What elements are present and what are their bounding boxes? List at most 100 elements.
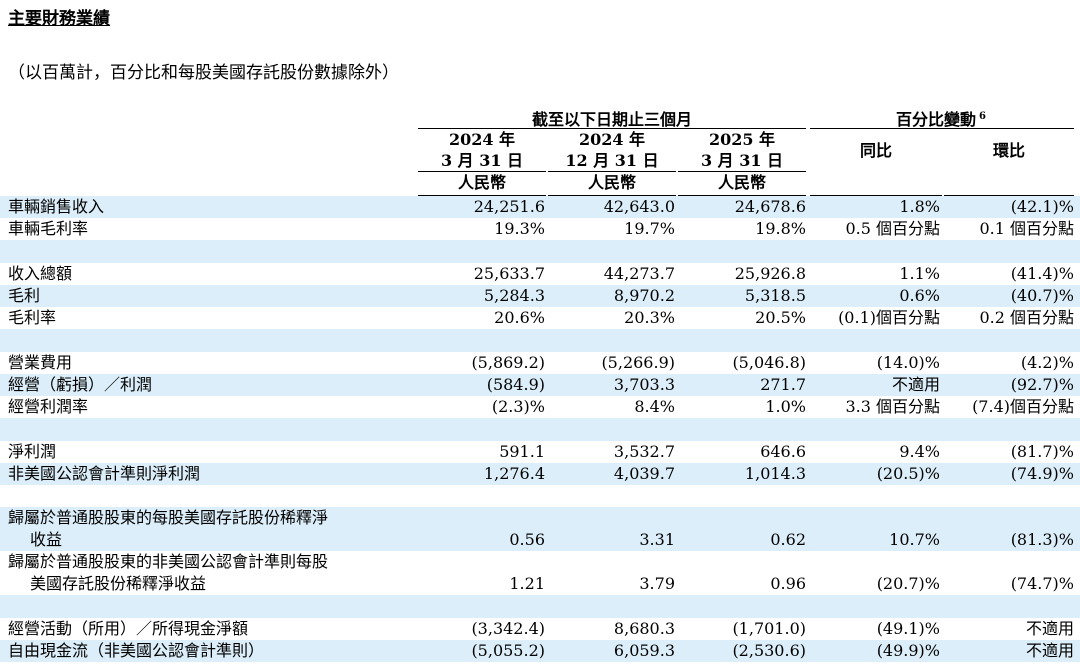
value-q1-2024: 5,284.3 xyxy=(483,286,545,305)
value-q1-2024: 591.1 xyxy=(499,442,545,461)
value-yoy: (49.1)% xyxy=(876,619,940,638)
value-q4-2024: 3,532.7 xyxy=(613,442,675,461)
row-label: 車輛毛利率 xyxy=(8,219,89,238)
row-label: 營業費用 xyxy=(8,353,73,372)
value-q4-2024: 8,970.2 xyxy=(613,286,675,305)
value-qoq: (74.7)% xyxy=(1010,574,1074,593)
value-qoq: (92.7)% xyxy=(1010,375,1074,394)
row-label: 自由現金流（非美國公認會計準則） xyxy=(8,641,265,660)
spacer-row xyxy=(0,485,1080,507)
column-year: 2024 年 xyxy=(448,130,516,149)
table-subtitle: （以百萬計，百分比和每股美國存託股份數據除外） xyxy=(8,63,399,83)
column-header-q1-2024: 2024 年 3 月 31 日 xyxy=(418,129,546,171)
header-rule xyxy=(810,195,942,196)
value-q1-2024: 19.3% xyxy=(494,219,545,238)
period-group-header: 截至以下日期止三個月 xyxy=(531,110,692,129)
value-q4-2024: 8,680.3 xyxy=(613,619,675,638)
table-row-operating-income: 經營（虧損）／利潤 (584.9) 3,703.3 271.7 不適用 (92.… xyxy=(0,374,1080,396)
value-q4-2024: 8.4% xyxy=(634,397,675,416)
value-yoy: 9.4% xyxy=(899,442,940,461)
row-label: 毛利 xyxy=(8,286,41,305)
value-qoq: 0.2 個百分點 xyxy=(979,308,1074,327)
value-yoy: (14.0)% xyxy=(876,353,940,372)
column-header-q4-2024: 2024 年 12 月 31 日 xyxy=(548,129,676,171)
value-qoq: 0.1 個百分點 xyxy=(979,219,1074,238)
table-row-non-gaap-diluted-eps-ads: 歸屬於普通股股東的非美國公認會計準則每股 美國存託股份稀釋淨收益 1.21 3.… xyxy=(0,551,1080,595)
footnote-marker: 6 xyxy=(979,110,986,122)
table-row-total-revenue: 收入總額 25,633.7 44,273.7 25,926.8 1.1% (41… xyxy=(0,263,1080,285)
table-row-operating-expenses: 營業費用 (5,869.2) (5,266.9) (5,046.8) (14.0… xyxy=(0,352,1080,374)
value-qoq: (41.4)% xyxy=(1010,264,1074,283)
row-label: 經營利潤率 xyxy=(8,397,89,416)
column-year: 2024 年 xyxy=(578,130,646,149)
value-q1-2024: (5,869.2) xyxy=(471,353,545,372)
row-label: 歸屬於普通股股東的每股美國存託股份稀釋淨 xyxy=(8,508,329,527)
value-q1-2024: (3,342.4) xyxy=(471,619,545,638)
value-qoq: (81.7)% xyxy=(1010,442,1074,461)
value-q4-2024: 3,703.3 xyxy=(613,375,675,394)
value-q1-2025: (1,701.0) xyxy=(732,619,806,638)
value-q1-2024: 1.21 xyxy=(509,574,545,593)
table-row-gross-margin: 毛利率 20.6% 20.3% 20.5% (0.1)個百分點 0.2 個百分點 xyxy=(0,307,1080,329)
value-q1-2025: (2,530.6) xyxy=(732,641,806,660)
table-row-diluted-eps-ads: 歸屬於普通股股東的每股美國存託股份稀釋淨 收益 0.56 3.31 0.62 1… xyxy=(0,507,1080,551)
table-row-vehicle-margin: 車輛毛利率 19.3% 19.7% 19.8% 0.5 個百分點 0.1 個百分… xyxy=(0,218,1080,240)
table-row-non-gaap-net-income: 非美國公認會計準則淨利潤 1,276.4 4,039.7 1,014.3 (20… xyxy=(0,463,1080,485)
header-rule xyxy=(810,128,1074,129)
column-header-qoq: 環比 xyxy=(992,141,1025,160)
value-q4-2024: 44,273.7 xyxy=(603,264,675,283)
table-row-free-cash-flow: 自由現金流（非美國公認會計準則） (5,055.2) 6,059.3 (2,53… xyxy=(0,640,1080,662)
row-label: 經營（虧損）／利潤 xyxy=(8,375,153,394)
value-yoy: (20.5)% xyxy=(876,464,940,483)
row-label: 毛利率 xyxy=(8,308,57,327)
value-yoy: 不適用 xyxy=(891,375,940,394)
value-yoy: 1.8% xyxy=(899,197,940,216)
spacer-row xyxy=(0,418,1080,441)
column-header-q1-2025: 2025 年 3 月 31 日 xyxy=(678,129,806,171)
value-q1-2025: 1.0% xyxy=(765,397,806,416)
value-q1-2024: (2.3)% xyxy=(491,397,545,416)
row-label: 收入總額 xyxy=(8,264,73,283)
table-row-operating-margin: 經營利潤率 (2.3)% 8.4% 1.0% 3.3 個百分點 (7.4)個百分… xyxy=(0,396,1080,418)
table-row-gross-profit: 毛利 5,284.3 8,970.2 5,318.5 0.6% (40.7)% xyxy=(0,285,1080,307)
value-q4-2024: 42,643.0 xyxy=(603,197,675,216)
change-group-header: 百分比變動 6 xyxy=(808,106,1074,130)
header-rule xyxy=(548,195,676,196)
value-q1-2025: 25,926.8 xyxy=(734,264,806,283)
header-rule xyxy=(678,171,806,172)
value-qoq: (81.3)% xyxy=(1010,530,1074,549)
value-q1-2025: 271.7 xyxy=(760,375,806,394)
value-qoq: (7.4)個百分點 xyxy=(972,397,1074,416)
value-q4-2024: 19.7% xyxy=(624,219,675,238)
column-date: 12 月 31 日 xyxy=(565,151,659,170)
value-yoy: 1.1% xyxy=(899,264,940,283)
value-qoq: (40.7)% xyxy=(1010,286,1074,305)
header-rule xyxy=(678,195,806,196)
value-yoy: 0.5 個百分點 xyxy=(845,219,940,238)
row-label: 淨利潤 xyxy=(8,442,57,461)
value-q1-2025: 20.5% xyxy=(755,308,806,327)
value-q4-2024: (5,266.9) xyxy=(601,353,675,372)
value-q4-2024: 3.31 xyxy=(639,530,675,549)
column-date: 3 月 31 日 xyxy=(440,151,524,170)
header-rule xyxy=(944,195,1074,196)
value-qoq: (74.9)% xyxy=(1010,464,1074,483)
column-header-yoy: 同比 xyxy=(859,141,892,160)
section-title: 主要財務業績 xyxy=(8,9,110,29)
table-row-vehicle-sales: 車輛銷售收入 24,251.6 42,643.0 24,678.6 1.8% (… xyxy=(0,196,1080,218)
value-qoq: (4.2)% xyxy=(1020,353,1074,372)
value-q1-2024: 0.56 xyxy=(509,530,545,549)
value-q4-2024: 20.3% xyxy=(624,308,675,327)
value-qoq: (42.1)% xyxy=(1010,197,1074,216)
value-yoy: (49.9)% xyxy=(876,641,940,660)
spacer-row xyxy=(0,595,1080,618)
value-q1-2025: 24,678.6 xyxy=(734,197,806,216)
header-rule xyxy=(548,171,676,172)
spacer-row xyxy=(0,240,1080,263)
header-rule xyxy=(418,171,546,172)
value-q1-2024: 20.6% xyxy=(494,308,545,327)
value-q4-2024: 6,059.3 xyxy=(613,641,675,660)
row-label: 非美國公認會計準則淨利潤 xyxy=(8,464,201,483)
value-yoy: 10.7% xyxy=(889,530,940,549)
row-label: 經營活動（所用）／所得現金淨額 xyxy=(8,619,249,638)
